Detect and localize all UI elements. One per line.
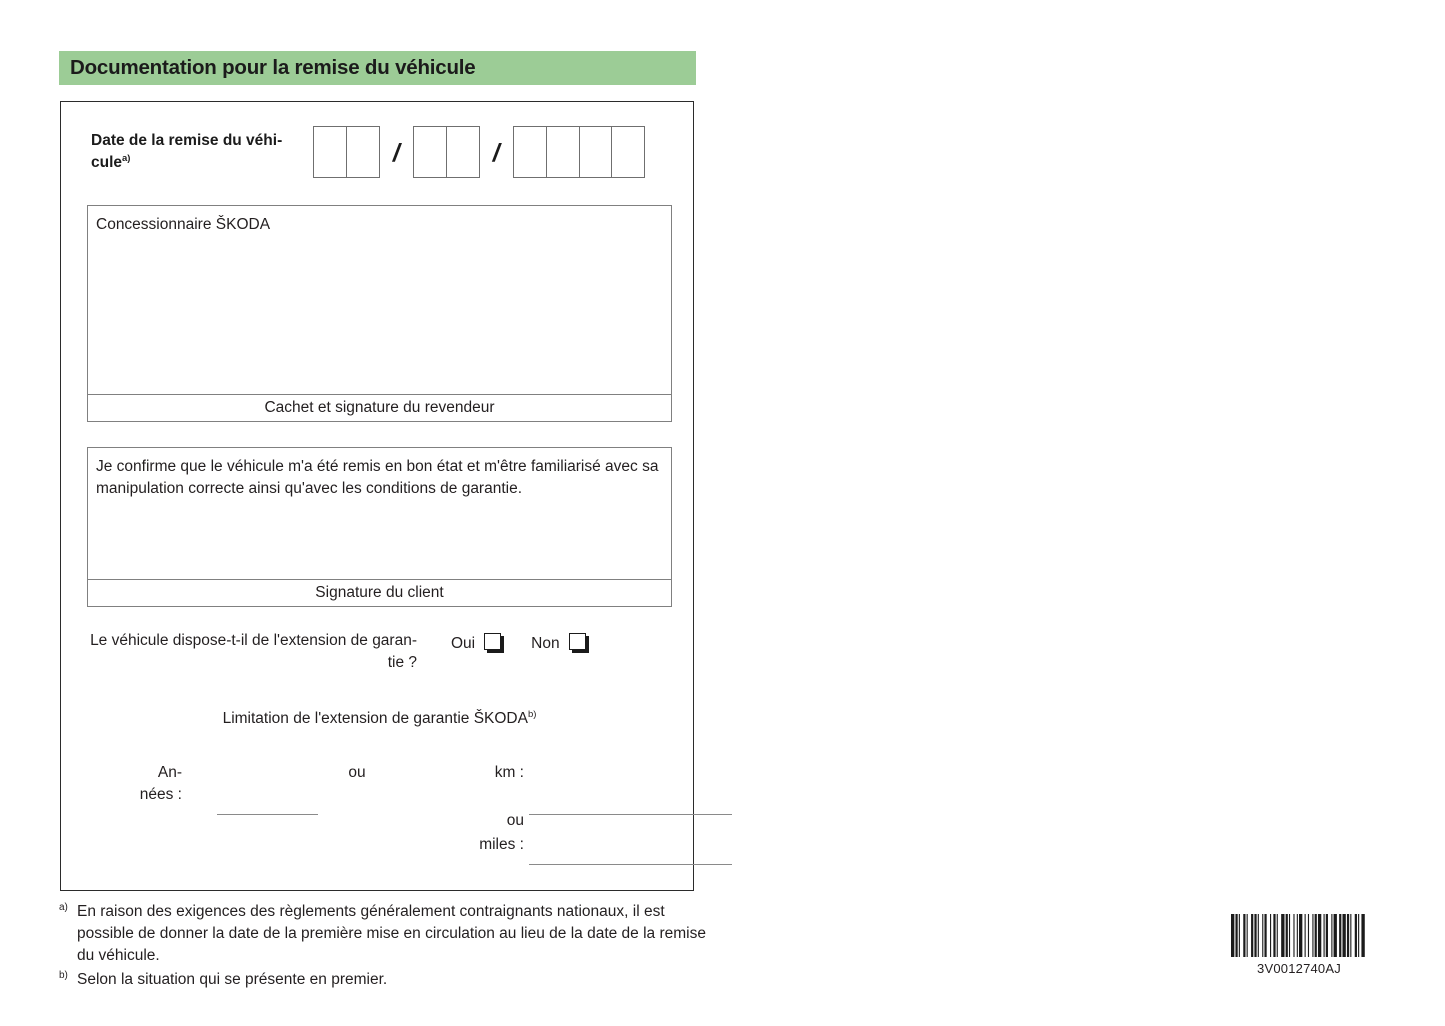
- dealer-stamp-text: Concessionnaire ŠKODA: [96, 216, 271, 233]
- barcode-image: [1231, 914, 1365, 957]
- footnote-b: b) Selon la situation qui se présente en…: [59, 969, 719, 991]
- page-title: Documentation pour la remise du véhicule: [70, 56, 476, 79]
- delivery-date-row: Date de la remise du véhi- culea) / /: [91, 126, 671, 178]
- warranty-yes-checkbox[interactable]: [484, 633, 502, 650]
- date-day-cell-1[interactable]: [313, 126, 347, 178]
- date-month-group[interactable]: [412, 126, 480, 178]
- dealer-stamp-area[interactable]: Concessionnaire ŠKODA: [87, 205, 672, 395]
- delivery-date-label-line2: cule: [91, 154, 123, 171]
- footnote-marker-a: a): [122, 152, 131, 164]
- warranty-no-checkbox[interactable]: [568, 633, 586, 650]
- footnote-a: a) En raison des exigences des règlement…: [59, 901, 719, 967]
- footnote-marker-b: b): [527, 708, 537, 720]
- warranty-limitation-title: Limitation de l'extension de garantie ŠK…: [87, 710, 672, 728]
- warranty-extension-question: Le véhicule dispose-t-il de l'extension …: [90, 632, 417, 671]
- date-year-cell-3[interactable]: [578, 126, 613, 178]
- date-day-group[interactable]: [313, 126, 380, 178]
- customer-confirmation-text: Je confirme que le véhicule m'a été remi…: [96, 458, 659, 497]
- miles-label: miles :: [479, 836, 524, 853]
- date-year-cell-1[interactable]: [512, 126, 547, 178]
- barcode-number: 3V0012740AJ: [1257, 961, 1341, 976]
- date-day-cell-2[interactable]: [345, 126, 380, 178]
- footnote-b-marker: b): [59, 970, 68, 982]
- delivery-date-label: Date de la remise du véhi- culea): [91, 130, 313, 174]
- customer-signature-panel: Je confirme que le véhicule m'a été remi…: [87, 447, 672, 607]
- km-label: km :: [494, 764, 524, 781]
- delivery-date-label-line1: Date de la remise du véhi-: [91, 132, 283, 149]
- date-month-cell-2[interactable]: [445, 126, 480, 178]
- footnote-a-marker: a): [59, 902, 68, 913]
- or-label-2: ou: [506, 812, 524, 829]
- miles-input[interactable]: [529, 864, 732, 865]
- customer-signature-caption: Signature du client: [87, 580, 672, 607]
- dealer-stamp-caption: Cachet et signature du revendeur: [87, 395, 672, 422]
- warranty-no-option[interactable]: Non: [531, 630, 586, 653]
- dealer-stamp-panel: Concessionnaire ŠKODA Cachet et signatur…: [87, 205, 672, 422]
- barcode-block: 3V0012740AJ: [1231, 914, 1367, 976]
- years-label: An- nées :: [139, 764, 182, 803]
- section-header-bar: Documentation pour la remise du véhicule: [59, 51, 696, 85]
- delivery-form-box: Date de la remise du véhi- culea) / /: [60, 101, 732, 891]
- warranty-no-label: Non: [531, 635, 560, 652]
- date-year-cell-4[interactable]: [611, 126, 646, 178]
- date-month-cell-1[interactable]: [412, 126, 447, 178]
- warranty-yes-option[interactable]: Oui: [451, 630, 502, 653]
- warranty-limitation-fields: An- nées : ou km : ou miles :: [87, 757, 732, 877]
- years-input[interactable]: [217, 814, 318, 815]
- date-separator-2: /: [492, 138, 500, 167]
- warranty-limitation-title-text: Limitation de l'extension de garantie ŠK…: [222, 710, 528, 727]
- footnote-b-text: Selon la situation qui se présente en pr…: [77, 971, 388, 989]
- km-input[interactable]: [529, 814, 732, 815]
- footnotes-block: a) En raison des exigences des règlement…: [59, 901, 719, 994]
- date-year-group[interactable]: [512, 126, 646, 178]
- or-label-1: ou: [348, 764, 366, 781]
- date-separator-1: /: [392, 138, 400, 167]
- warranty-yes-label: Oui: [451, 635, 476, 652]
- footnote-a-text: En raison des exigences des règlements g…: [77, 903, 706, 965]
- customer-signature-area[interactable]: Je confirme que le véhicule m'a été remi…: [87, 447, 672, 580]
- date-year-cell-2[interactable]: [545, 126, 580, 178]
- warranty-extension-row: Le véhicule dispose-t-il de l'extension …: [87, 630, 672, 674]
